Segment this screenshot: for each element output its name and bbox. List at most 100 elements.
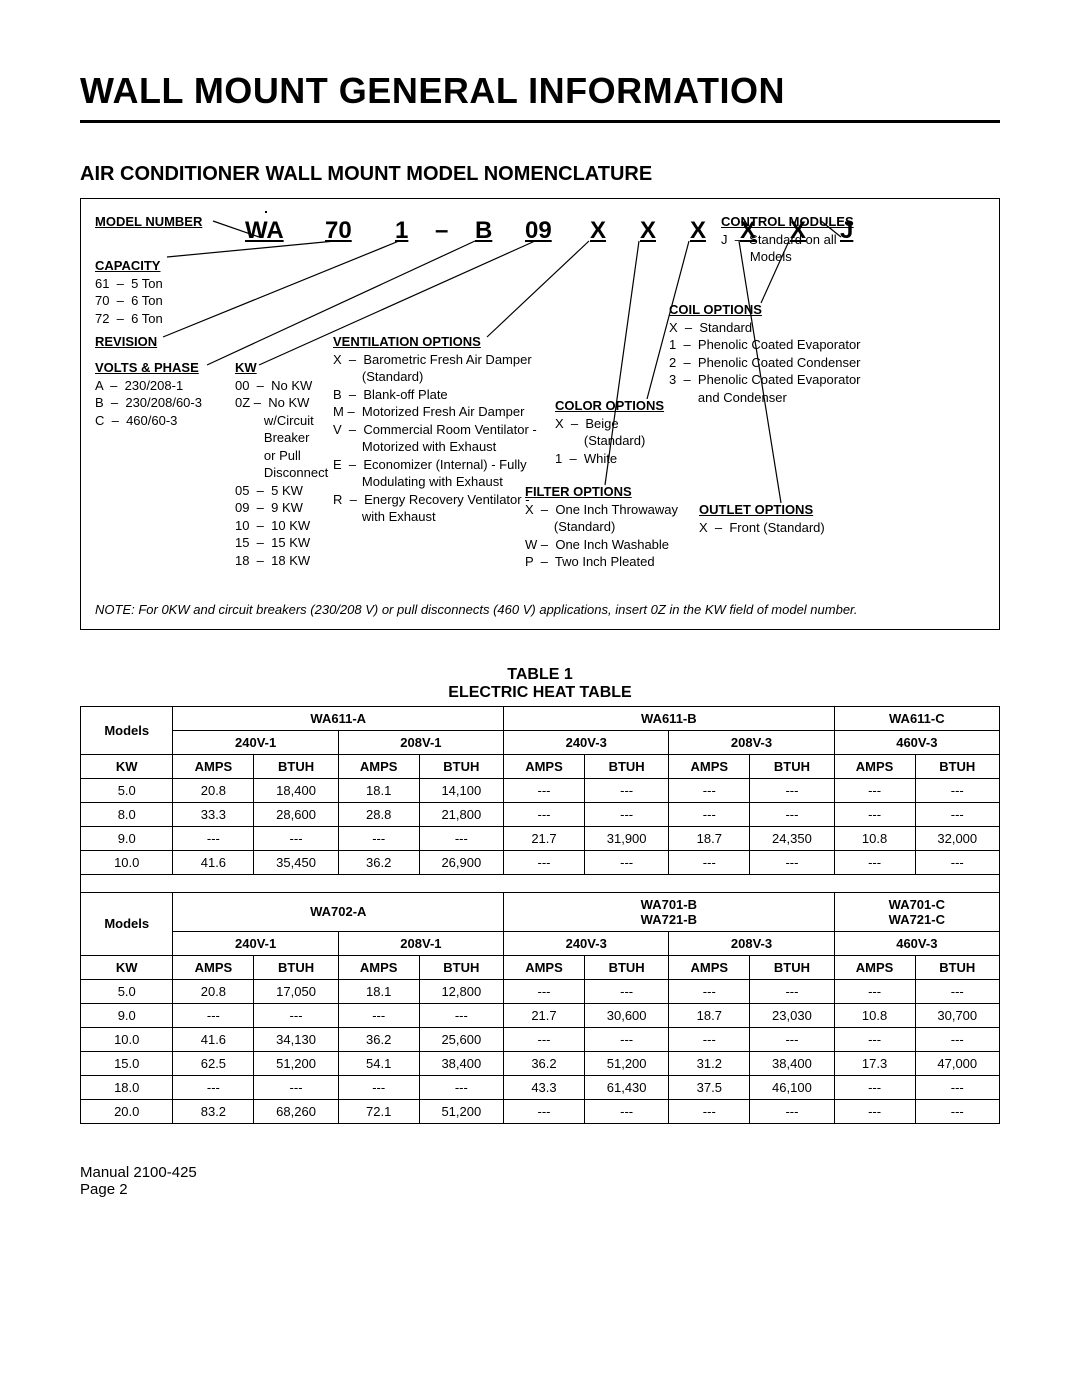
- data-cell: 23,030: [750, 1003, 834, 1027]
- btuh-header: BTUH: [254, 754, 338, 778]
- data-cell: ---: [750, 979, 834, 1003]
- revision-head: REVISION: [95, 333, 157, 351]
- option-line: (Standard): [333, 368, 537, 386]
- table-row: 15.062.551,20054.138,40036.251,20031.238…: [81, 1051, 1000, 1075]
- kw-cell: 15.0: [81, 1051, 173, 1075]
- data-cell: 31.2: [669, 1051, 750, 1075]
- option-line: (Standard): [555, 432, 664, 450]
- option-line: 70 – 6 Ton: [95, 292, 163, 310]
- option-line: B – Blank-off Plate: [333, 386, 537, 404]
- data-cell: ---: [915, 778, 999, 802]
- option-line: J – Standard on all: [721, 231, 854, 249]
- option-line: w/Circuit: [235, 412, 328, 430]
- voltage-header: 208V-3: [669, 931, 834, 955]
- models-label-2: Models: [81, 892, 173, 955]
- data-cell: 41.6: [173, 1027, 254, 1051]
- data-cell: ---: [173, 826, 254, 850]
- data-cell: 61,430: [584, 1075, 668, 1099]
- data-cell: 51,200: [419, 1099, 503, 1123]
- coil-block: COIL OPTIONS X – Standard1 – Phenolic Co…: [669, 301, 861, 406]
- data-cell: 14,100: [419, 778, 503, 802]
- data-cell: ---: [915, 1099, 999, 1123]
- model-number-head: MODEL NUMBER: [95, 213, 202, 231]
- kw-head: KW: [235, 359, 328, 377]
- data-cell: ---: [254, 1075, 338, 1099]
- amps-header: AMPS: [338, 754, 419, 778]
- footer: Manual 2100-425 Page 2: [80, 1164, 1000, 1198]
- kw-header: KW: [81, 955, 173, 979]
- option-line: 15 – 15 KW: [235, 534, 328, 552]
- table-row: 9.0------------21.730,60018.723,03010.83…: [81, 1003, 1000, 1027]
- data-cell: ---: [173, 1003, 254, 1027]
- option-line: R – Energy Recovery Ventilator -: [333, 491, 537, 509]
- table-row: 5.020.817,05018.112,800-----------------…: [81, 979, 1000, 1003]
- amps-header: AMPS: [338, 955, 419, 979]
- data-cell: ---: [504, 778, 585, 802]
- data-cell: 36.2: [338, 1027, 419, 1051]
- btuh-header: BTUH: [915, 955, 999, 979]
- btuh-header: BTUH: [915, 754, 999, 778]
- data-cell: 18.1: [338, 979, 419, 1003]
- model-group-b: WA611-B: [504, 706, 835, 730]
- option-line: 1 – Phenolic Coated Evaporator: [669, 336, 861, 354]
- table-row: 8.033.328,60028.821,800-----------------…: [81, 802, 1000, 826]
- data-cell: 31,900: [584, 826, 668, 850]
- kw-cell: 10.0: [81, 1027, 173, 1051]
- data-cell: ---: [834, 1099, 915, 1123]
- data-cell: ---: [669, 850, 750, 874]
- data-cell: ---: [750, 802, 834, 826]
- option-line: X – Standard: [669, 319, 861, 337]
- btuh-header: BTUH: [419, 955, 503, 979]
- option-line: and Condenser: [669, 389, 861, 407]
- table-row: 10.041.635,45036.226,900----------------…: [81, 850, 1000, 874]
- option-line: X – Barometric Fresh Air Damper: [333, 351, 537, 369]
- filter-head: FILTER OPTIONS: [525, 483, 678, 501]
- control-block: CONTROL MODULES J – Standard on all Mode…: [721, 213, 854, 266]
- revision-block: REVISION: [95, 333, 157, 351]
- option-line: C – 460/60-3: [95, 412, 202, 430]
- option-line: Motorized with Exhaust: [333, 438, 537, 456]
- amps-header: AMPS: [173, 955, 254, 979]
- voltage-header: 240V-1: [173, 730, 338, 754]
- data-cell: ---: [419, 1003, 503, 1027]
- voltage-header: 460V-3: [834, 931, 999, 955]
- data-cell: ---: [750, 778, 834, 802]
- model-number-block: MODEL NUMBER: [95, 213, 202, 231]
- model-group-c2: WA701-C WA721-C: [834, 892, 999, 931]
- data-cell: ---: [915, 850, 999, 874]
- option-line: Breaker: [235, 429, 328, 447]
- data-cell: 21,800: [419, 802, 503, 826]
- table-row: 5.020.818,40018.114,100-----------------…: [81, 778, 1000, 802]
- color-block: COLOR OPTIONS X – Beige (Standard)1 – Wh…: [555, 397, 664, 467]
- data-cell: ---: [504, 1099, 585, 1123]
- voltage-header: 208V-1: [338, 730, 503, 754]
- amps-header: AMPS: [173, 754, 254, 778]
- option-line: 05 – 5 KW: [235, 482, 328, 500]
- title-rule: [80, 120, 1000, 123]
- control-head: CONTROL MODULES: [721, 213, 854, 231]
- option-line: with Exhaust: [333, 508, 537, 526]
- data-cell: ---: [834, 1075, 915, 1099]
- models-label: Models: [81, 706, 173, 754]
- voltage-header: 240V-3: [504, 730, 669, 754]
- data-cell: 46,100: [750, 1075, 834, 1099]
- kw-cell: 9.0: [81, 1003, 173, 1027]
- amps-header: AMPS: [834, 955, 915, 979]
- data-cell: ---: [338, 826, 419, 850]
- ventilation-block: VENTILATION OPTIONS X – Barometric Fresh…: [333, 333, 537, 526]
- data-cell: ---: [584, 979, 668, 1003]
- data-cell: ---: [584, 1027, 668, 1051]
- option-line: X – One Inch Throwaway: [525, 501, 678, 519]
- option-line: 61 – 5 Ton: [95, 275, 163, 293]
- option-line: E – Economizer (Internal) - Fully: [333, 456, 537, 474]
- btuh-header: BTUH: [584, 754, 668, 778]
- data-cell: 35,450: [254, 850, 338, 874]
- option-line: W – One Inch Washable: [525, 536, 678, 554]
- data-cell: ---: [584, 1099, 668, 1123]
- amps-header: AMPS: [834, 754, 915, 778]
- data-cell: 12,800: [419, 979, 503, 1003]
- data-cell: 28.8: [338, 802, 419, 826]
- data-cell: ---: [915, 979, 999, 1003]
- data-cell: 33.3: [173, 802, 254, 826]
- option-line: X – Front (Standard): [699, 519, 825, 537]
